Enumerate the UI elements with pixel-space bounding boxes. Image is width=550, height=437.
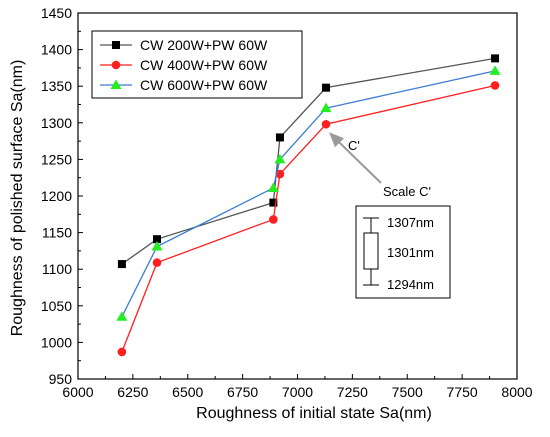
data-point <box>152 258 162 267</box>
annotation-arrow-shaft <box>335 138 382 184</box>
legend-label: CW 400W+PW 60W <box>140 57 268 73</box>
data-point <box>489 65 501 75</box>
x-tick-label: 6500 <box>172 384 203 400</box>
data-point <box>274 153 286 164</box>
data-point <box>151 241 163 251</box>
axes: 6000 6250 6500 6750 7000 7250 7500 7750 8000 950 1… <box>41 5 533 400</box>
legend-marker <box>111 60 121 70</box>
data-point <box>117 347 127 357</box>
inset-value-bottom: 1294nm <box>387 277 434 292</box>
data-point <box>267 182 279 192</box>
y-tick-label: 1100 <box>42 261 72 277</box>
x-tick-label: 7750 <box>447 384 478 400</box>
series-2 <box>117 81 500 357</box>
legend: CW 200W+PW 60W CW 400W+PW 60W CW 600W+PW 6… <box>91 30 303 99</box>
legend-label: CW 600W+PW 60W <box>140 77 268 93</box>
x-tick-label: 7500 <box>392 384 423 400</box>
data-point <box>117 260 126 269</box>
annotations: C' Scale C' 1307nm 1301nm 1294nm <box>329 132 451 299</box>
data-point <box>275 133 284 142</box>
y-tick-label: 1250 <box>41 151 72 167</box>
x-axis-label: Roughness of initial state Sa(nm) <box>196 405 432 422</box>
x-tick-label: 6250 <box>117 384 148 400</box>
x-tick-label: 7000 <box>282 384 313 400</box>
data-point <box>320 102 332 113</box>
y-tick-label: 1300 <box>41 115 72 131</box>
data-point <box>321 119 331 129</box>
legend-marker <box>112 41 120 49</box>
data-point <box>490 81 500 90</box>
inset-boxplot <box>363 232 379 270</box>
y-tick-label: 1450 <box>41 5 72 21</box>
x-tick-label: 7250 <box>337 384 368 400</box>
annotation-arrow-head <box>329 132 345 148</box>
series-layer <box>116 54 501 357</box>
series-1 <box>117 54 500 269</box>
series-line <box>121 57 496 265</box>
y-tick-label: 1400 <box>41 42 72 58</box>
series-line <box>121 84 496 353</box>
series-3 <box>116 65 501 321</box>
data-point <box>269 198 278 207</box>
data-point <box>275 169 285 179</box>
inset-title: Scale C' <box>383 184 431 199</box>
series-line <box>121 70 496 318</box>
legend-marker <box>110 79 122 89</box>
legend-label: CW 200W+PW 60W <box>140 37 268 53</box>
y-tick-label: 1200 <box>41 188 72 204</box>
data-point <box>322 83 331 92</box>
y-tick-label: 1350 <box>41 78 72 94</box>
x-tick-label: 6750 <box>227 384 258 400</box>
point-label-c-prime: C' <box>348 138 360 153</box>
y-axis-label: Roughness of polished surface Sa(nm) <box>9 60 26 337</box>
y-tick-label: 1050 <box>41 298 72 314</box>
inset-value-top: 1307nm <box>387 215 434 230</box>
y-tick-label: 1150 <box>42 225 72 241</box>
data-point <box>153 235 162 244</box>
y-tick-label: 1000 <box>41 334 72 350</box>
x-tick-label: 8000 <box>501 384 532 400</box>
data-point <box>269 215 278 224</box>
data-point <box>491 54 500 63</box>
y-tick-label: 950 <box>49 371 73 387</box>
data-point <box>116 311 128 321</box>
x-tick-label: 6000 <box>62 384 93 400</box>
inset-value-mid: 1301nm <box>387 245 434 260</box>
